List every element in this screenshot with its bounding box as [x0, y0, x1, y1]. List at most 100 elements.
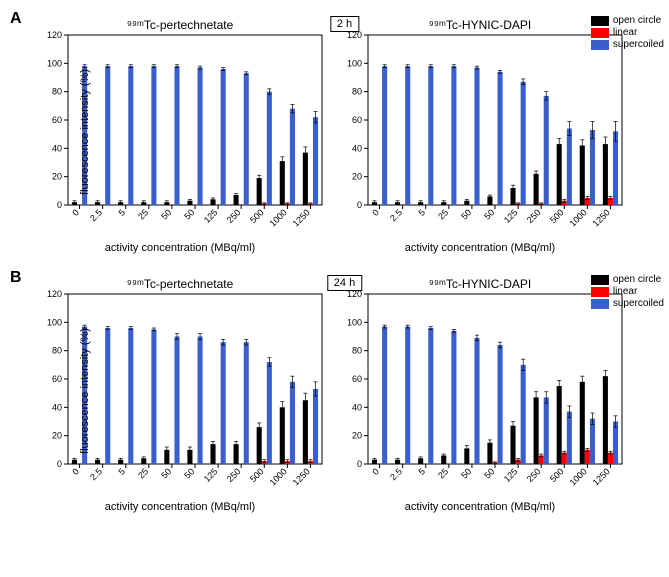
- svg-text:80: 80: [52, 87, 62, 97]
- legend-label: open circle: [613, 274, 661, 285]
- svg-text:50: 50: [182, 466, 196, 480]
- svg-text:100: 100: [347, 317, 362, 327]
- svg-text:120: 120: [47, 30, 62, 40]
- svg-text:500: 500: [548, 207, 566, 225]
- chart-b-left: fluorescence intensity (%) ⁹⁹ᵐTc-pertech…: [30, 269, 330, 513]
- figure: A 2 h open circle linear supercoiled flu…: [10, 10, 659, 513]
- legend-item: open circle: [591, 15, 664, 26]
- svg-text:250: 250: [225, 466, 243, 484]
- time-badge-a: 2 h: [330, 16, 359, 32]
- svg-text:60: 60: [52, 115, 62, 125]
- svg-text:50: 50: [459, 466, 473, 480]
- svg-text:80: 80: [52, 346, 62, 356]
- chart-svg: 02040608010012002.5525505012525050010001…: [330, 269, 630, 499]
- legend-item: supercoiled: [591, 39, 664, 50]
- svg-text:40: 40: [52, 143, 62, 153]
- svg-text:250: 250: [525, 207, 543, 225]
- svg-text:25: 25: [136, 207, 150, 221]
- svg-text:125: 125: [202, 207, 220, 225]
- svg-text:125: 125: [502, 207, 520, 225]
- chart-title: ⁹⁹ᵐTc-HYNIC-DAPI: [429, 277, 532, 291]
- svg-text:1000: 1000: [268, 466, 289, 487]
- svg-text:250: 250: [225, 207, 243, 225]
- legend-label: supercoiled: [613, 39, 664, 50]
- svg-text:50: 50: [482, 207, 496, 221]
- legend-swatch: [591, 40, 609, 50]
- legend-swatch: [591, 28, 609, 38]
- legend-label: supercoiled: [613, 298, 664, 309]
- svg-text:100: 100: [347, 58, 362, 68]
- svg-text:120: 120: [47, 289, 62, 299]
- svg-text:1250: 1250: [591, 207, 612, 228]
- chart-b-right: ⁹⁹ᵐTc-HYNIC-DAPI 02040608010012002.55255…: [330, 269, 630, 513]
- svg-text:500: 500: [248, 207, 266, 225]
- svg-text:1250: 1250: [291, 466, 312, 487]
- time-badge-b: 24 h: [327, 275, 362, 291]
- svg-text:50: 50: [459, 207, 473, 221]
- xlabel: activity concentration (MBq/ml): [30, 242, 330, 254]
- svg-text:500: 500: [548, 466, 566, 484]
- svg-text:80: 80: [352, 87, 362, 97]
- legend-label: linear: [613, 27, 637, 38]
- svg-text:20: 20: [52, 431, 62, 441]
- chart-title: ⁹⁹ᵐTc-pertechnetate: [127, 277, 234, 291]
- svg-text:2.5: 2.5: [388, 466, 404, 482]
- svg-text:20: 20: [352, 172, 362, 182]
- panel-label-a: A: [10, 10, 22, 28]
- svg-text:20: 20: [52, 172, 62, 182]
- legend-item: supercoiled: [591, 298, 664, 309]
- svg-text:0: 0: [357, 200, 362, 210]
- chart-title: ⁹⁹ᵐTc-pertechnetate: [127, 18, 234, 32]
- legend-swatch: [591, 287, 609, 297]
- svg-text:60: 60: [52, 374, 62, 384]
- svg-text:25: 25: [436, 466, 450, 480]
- svg-text:0: 0: [357, 459, 362, 469]
- legend-swatch: [591, 299, 609, 309]
- svg-text:125: 125: [202, 466, 220, 484]
- svg-text:40: 40: [352, 143, 362, 153]
- svg-text:2.5: 2.5: [88, 207, 104, 223]
- svg-text:50: 50: [159, 466, 173, 480]
- svg-text:1000: 1000: [568, 466, 589, 487]
- chart-a-right: ⁹⁹ᵐTc-HYNIC-DAPI 02040608010012002.55255…: [330, 10, 630, 254]
- svg-text:40: 40: [352, 402, 362, 412]
- chart-svg: 02040608010012002.5525505012525050010001…: [30, 269, 330, 499]
- svg-text:2.5: 2.5: [88, 466, 104, 482]
- legend-b: open circle linear supercoiled: [591, 274, 664, 310]
- legend-item: linear: [591, 286, 664, 297]
- svg-text:20: 20: [352, 431, 362, 441]
- svg-text:125: 125: [502, 466, 520, 484]
- legend-item: linear: [591, 27, 664, 38]
- ylabel: fluorescence intensity (%): [79, 69, 91, 195]
- legend-swatch: [591, 275, 609, 285]
- svg-text:80: 80: [352, 346, 362, 356]
- svg-text:25: 25: [436, 207, 450, 221]
- legend-a: open circle linear supercoiled: [591, 15, 664, 51]
- xlabel: activity concentration (MBq/ml): [330, 242, 630, 254]
- svg-text:40: 40: [52, 402, 62, 412]
- panel-label-b: B: [10, 269, 22, 287]
- svg-text:60: 60: [352, 115, 362, 125]
- chart-svg: 02040608010012002.5525505012525050010001…: [30, 10, 330, 240]
- svg-text:100: 100: [47, 58, 62, 68]
- svg-text:100: 100: [47, 317, 62, 327]
- svg-text:500: 500: [248, 466, 266, 484]
- legend-swatch: [591, 16, 609, 26]
- panel-b: B 24 h open circle linear supercoiled fl…: [10, 269, 659, 513]
- svg-text:1250: 1250: [291, 207, 312, 228]
- svg-text:50: 50: [482, 466, 496, 480]
- svg-text:1250: 1250: [591, 466, 612, 487]
- charts-row-b: 24 h open circle linear supercoiled fluo…: [30, 269, 659, 513]
- chart-title: ⁹⁹ᵐTc-HYNIC-DAPI: [429, 18, 532, 32]
- svg-text:250: 250: [525, 466, 543, 484]
- svg-text:1000: 1000: [568, 207, 589, 228]
- svg-text:50: 50: [182, 207, 196, 221]
- legend-item: open circle: [591, 274, 664, 285]
- svg-text:60: 60: [352, 374, 362, 384]
- legend-label: open circle: [613, 15, 661, 26]
- ylabel: fluorescence intensity (%): [79, 328, 91, 454]
- svg-text:2.5: 2.5: [388, 207, 404, 223]
- svg-text:25: 25: [136, 466, 150, 480]
- chart-svg: 02040608010012002.5525505012525050010001…: [330, 10, 630, 240]
- xlabel: activity concentration (MBq/ml): [30, 501, 330, 513]
